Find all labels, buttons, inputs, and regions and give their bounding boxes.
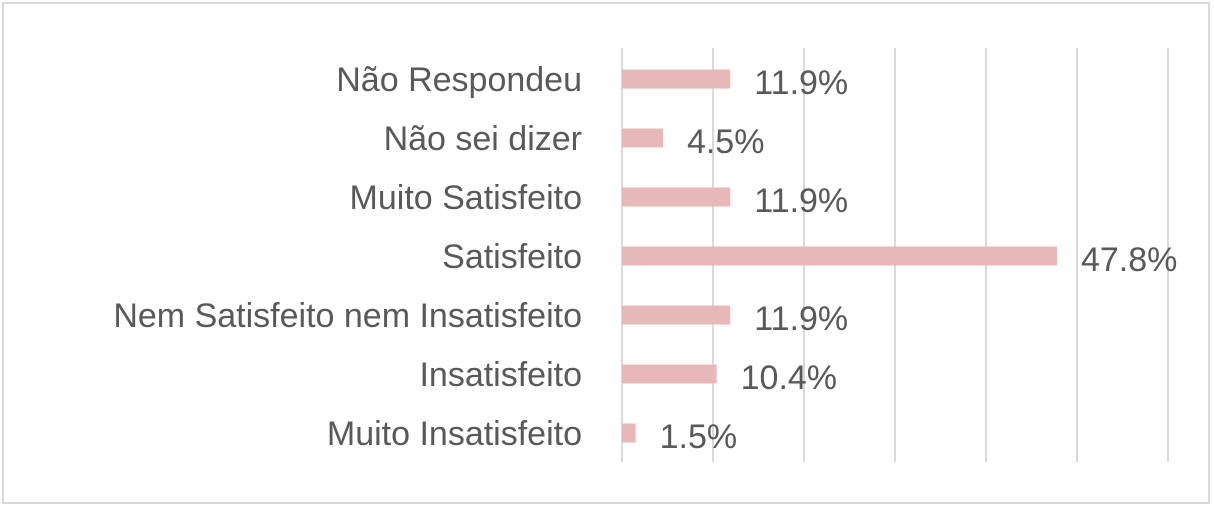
data-label: 11.9% [754,64,848,102]
category-label: Não Respondeu [336,61,582,99]
data-label: 11.9% [754,182,848,220]
bar-layer [622,69,1057,443]
bar [622,128,663,148]
bar [622,69,731,89]
bar [622,246,1057,266]
category-label: Nem Satisfeito nem Insatisfeito [113,297,582,335]
bar [622,187,731,207]
category-label: Satisfeito [442,238,582,276]
data-label: 47.8% [1081,241,1177,279]
bar-chart: Não Respondeu 11.9% Não sei dizer 4.5% Muito… [113,48,1177,462]
category-label: Muito Insatisfeito [327,415,582,453]
bar [622,423,636,443]
category-label: Não sei dizer [384,120,582,158]
data-label: 4.5% [687,123,765,161]
category-label: Muito Satisfeito [350,179,582,217]
data-label: 1.5% [660,418,738,456]
category-label: Insatisfeito [419,356,582,394]
bar [622,364,717,384]
label-layer: Não Respondeu 11.9% Não sei dizer 4.5% Muito… [113,61,1177,456]
data-label: 10.4% [741,359,837,397]
data-label: 11.9% [754,300,848,338]
bar [622,305,731,325]
